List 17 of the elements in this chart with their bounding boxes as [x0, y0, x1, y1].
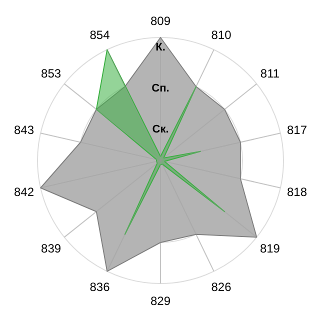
- y-tick-label: Сп.: [152, 82, 170, 94]
- spoke-label: 836: [90, 280, 110, 294]
- spoke-label: 854: [90, 28, 110, 42]
- spoke-label: 810: [211, 28, 232, 42]
- spoke-label: 809: [150, 14, 171, 28]
- spoke-label: 817: [286, 122, 308, 137]
- spoke-label: 811: [260, 66, 280, 81]
- y-tick-label: Ск.: [152, 124, 169, 136]
- spoke-label: 853: [41, 66, 62, 81]
- spoke-label: 842: [14, 185, 34, 200]
- spoke-label: 826: [211, 280, 232, 294]
- spoke-label: 839: [41, 241, 62, 256]
- spoke-label: 819: [260, 241, 280, 256]
- spoke-label: 818: [286, 185, 308, 200]
- y-tick-label: К.: [156, 42, 166, 54]
- spoke-label: 829: [150, 294, 171, 308]
- spoke-label: 843: [14, 122, 34, 137]
